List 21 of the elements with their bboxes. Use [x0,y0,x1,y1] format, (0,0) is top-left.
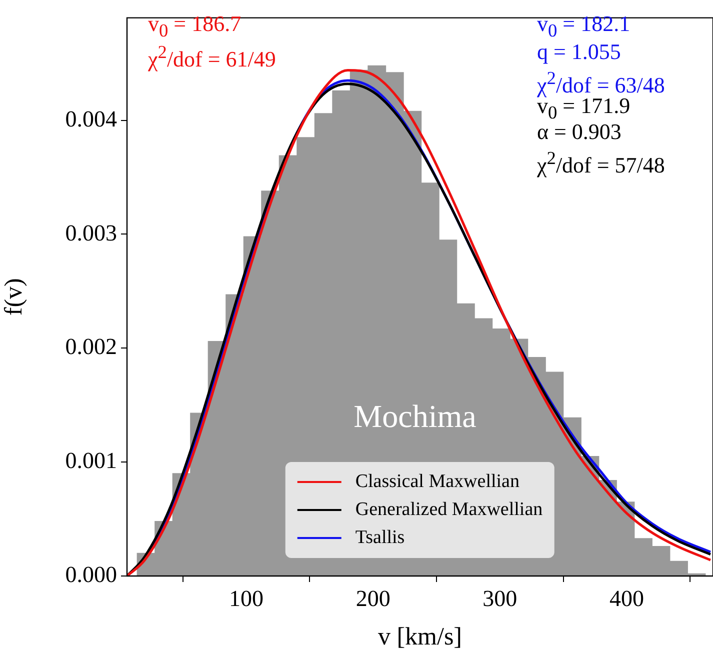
x-axis-title: v [km/s] [378,624,462,651]
x-tick-label: 400 [610,586,644,611]
y-tick-label: 0.002 [65,334,117,360]
annotation: v$_{0}$ = 186.7 [148,11,242,42]
legend-label: Tsallis [355,527,405,549]
y-tick-label: 0.003 [65,220,117,246]
y-tick-label: 0.004 [65,106,118,132]
annotation: v$_{0}$ = 182.1 [537,11,630,40]
y-axis-title: f(v) [0,278,28,316]
annotation: χ$^{2}$/dof = 57/48 [537,147,665,178]
annotation: q = 1.055 [537,39,621,64]
y-tick-label: 0.001 [65,448,117,474]
x-tick-label: 300 [482,586,518,611]
x-tick-label: 200 [356,586,390,611]
annotation: Mochima [354,398,476,434]
legend-label: Generalized Maxwellian [355,499,543,521]
legend-label: Classical Maxwellian [355,471,520,493]
x-tick-label: 100 [228,586,264,611]
y-tick-label: 0.000 [65,562,117,588]
annotation: χ$^{2}$/dof = 61/49 [148,41,276,72]
annotation: α = 0.903 [537,119,622,144]
